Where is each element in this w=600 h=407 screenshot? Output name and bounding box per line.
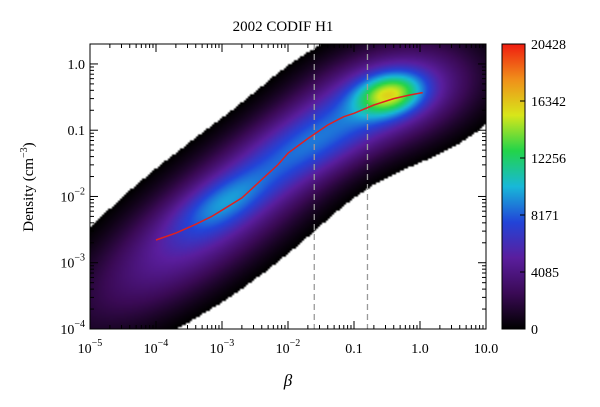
colorbar-tick-label: 12256 [531, 152, 566, 167]
y-tick-label: 1.0 [68, 58, 86, 73]
x-tick-label: 10−4 [144, 338, 169, 357]
colorbar-ticks: 0 4085 8171 12256 16342 20428 [520, 38, 566, 338]
y-axis: 10−4 10−3 10−2 0.1 1.0 [60, 43, 486, 338]
colorbar-tick-label: 20428 [531, 38, 566, 53]
x-axis: 10−5 10−4 10−3 10−2 0.1 1.0 10.0 [78, 44, 499, 357]
x-tick-label: 10.0 [474, 342, 499, 357]
median-density-curve [155, 91, 423, 241]
y-axis-label-main: Density (cm [21, 158, 37, 232]
chart-title: 2002 CODIF H1 [233, 19, 334, 35]
x-tick-label: 10−2 [276, 338, 301, 357]
colorbar-tick-label: 0 [531, 323, 538, 338]
y-tick-label: 10−2 [60, 186, 85, 205]
y-axis-label: Density (cm−3) [19, 142, 37, 231]
y-tick-label: 10−4 [60, 319, 85, 338]
x-tick-label: 0.1 [345, 342, 363, 357]
x-axis-label: β [283, 371, 293, 390]
x-tick-label: 10−3 [210, 338, 235, 357]
y-tick-label: 0.1 [68, 124, 86, 139]
y-axis-label-exponent: −3 [19, 147, 30, 158]
colorbar-tick-label: 16342 [531, 95, 566, 110]
y-axis-label-end: ) [21, 142, 37, 147]
colorbar: 0 4085 8171 12256 16342 20428 [501, 38, 566, 338]
colorbar-gradient [501, 43, 526, 330]
y-tick-label: 10−3 [60, 253, 85, 272]
plot-area [89, 43, 487, 330]
density-heatmap [90, 44, 486, 329]
threshold-lines [313, 44, 369, 329]
colorbar-tick-label: 4085 [531, 266, 559, 281]
colorbar-tick-label: 8171 [531, 209, 559, 224]
x-tick-label: 1.0 [411, 342, 429, 357]
x-tick-label: 10−5 [78, 338, 103, 357]
